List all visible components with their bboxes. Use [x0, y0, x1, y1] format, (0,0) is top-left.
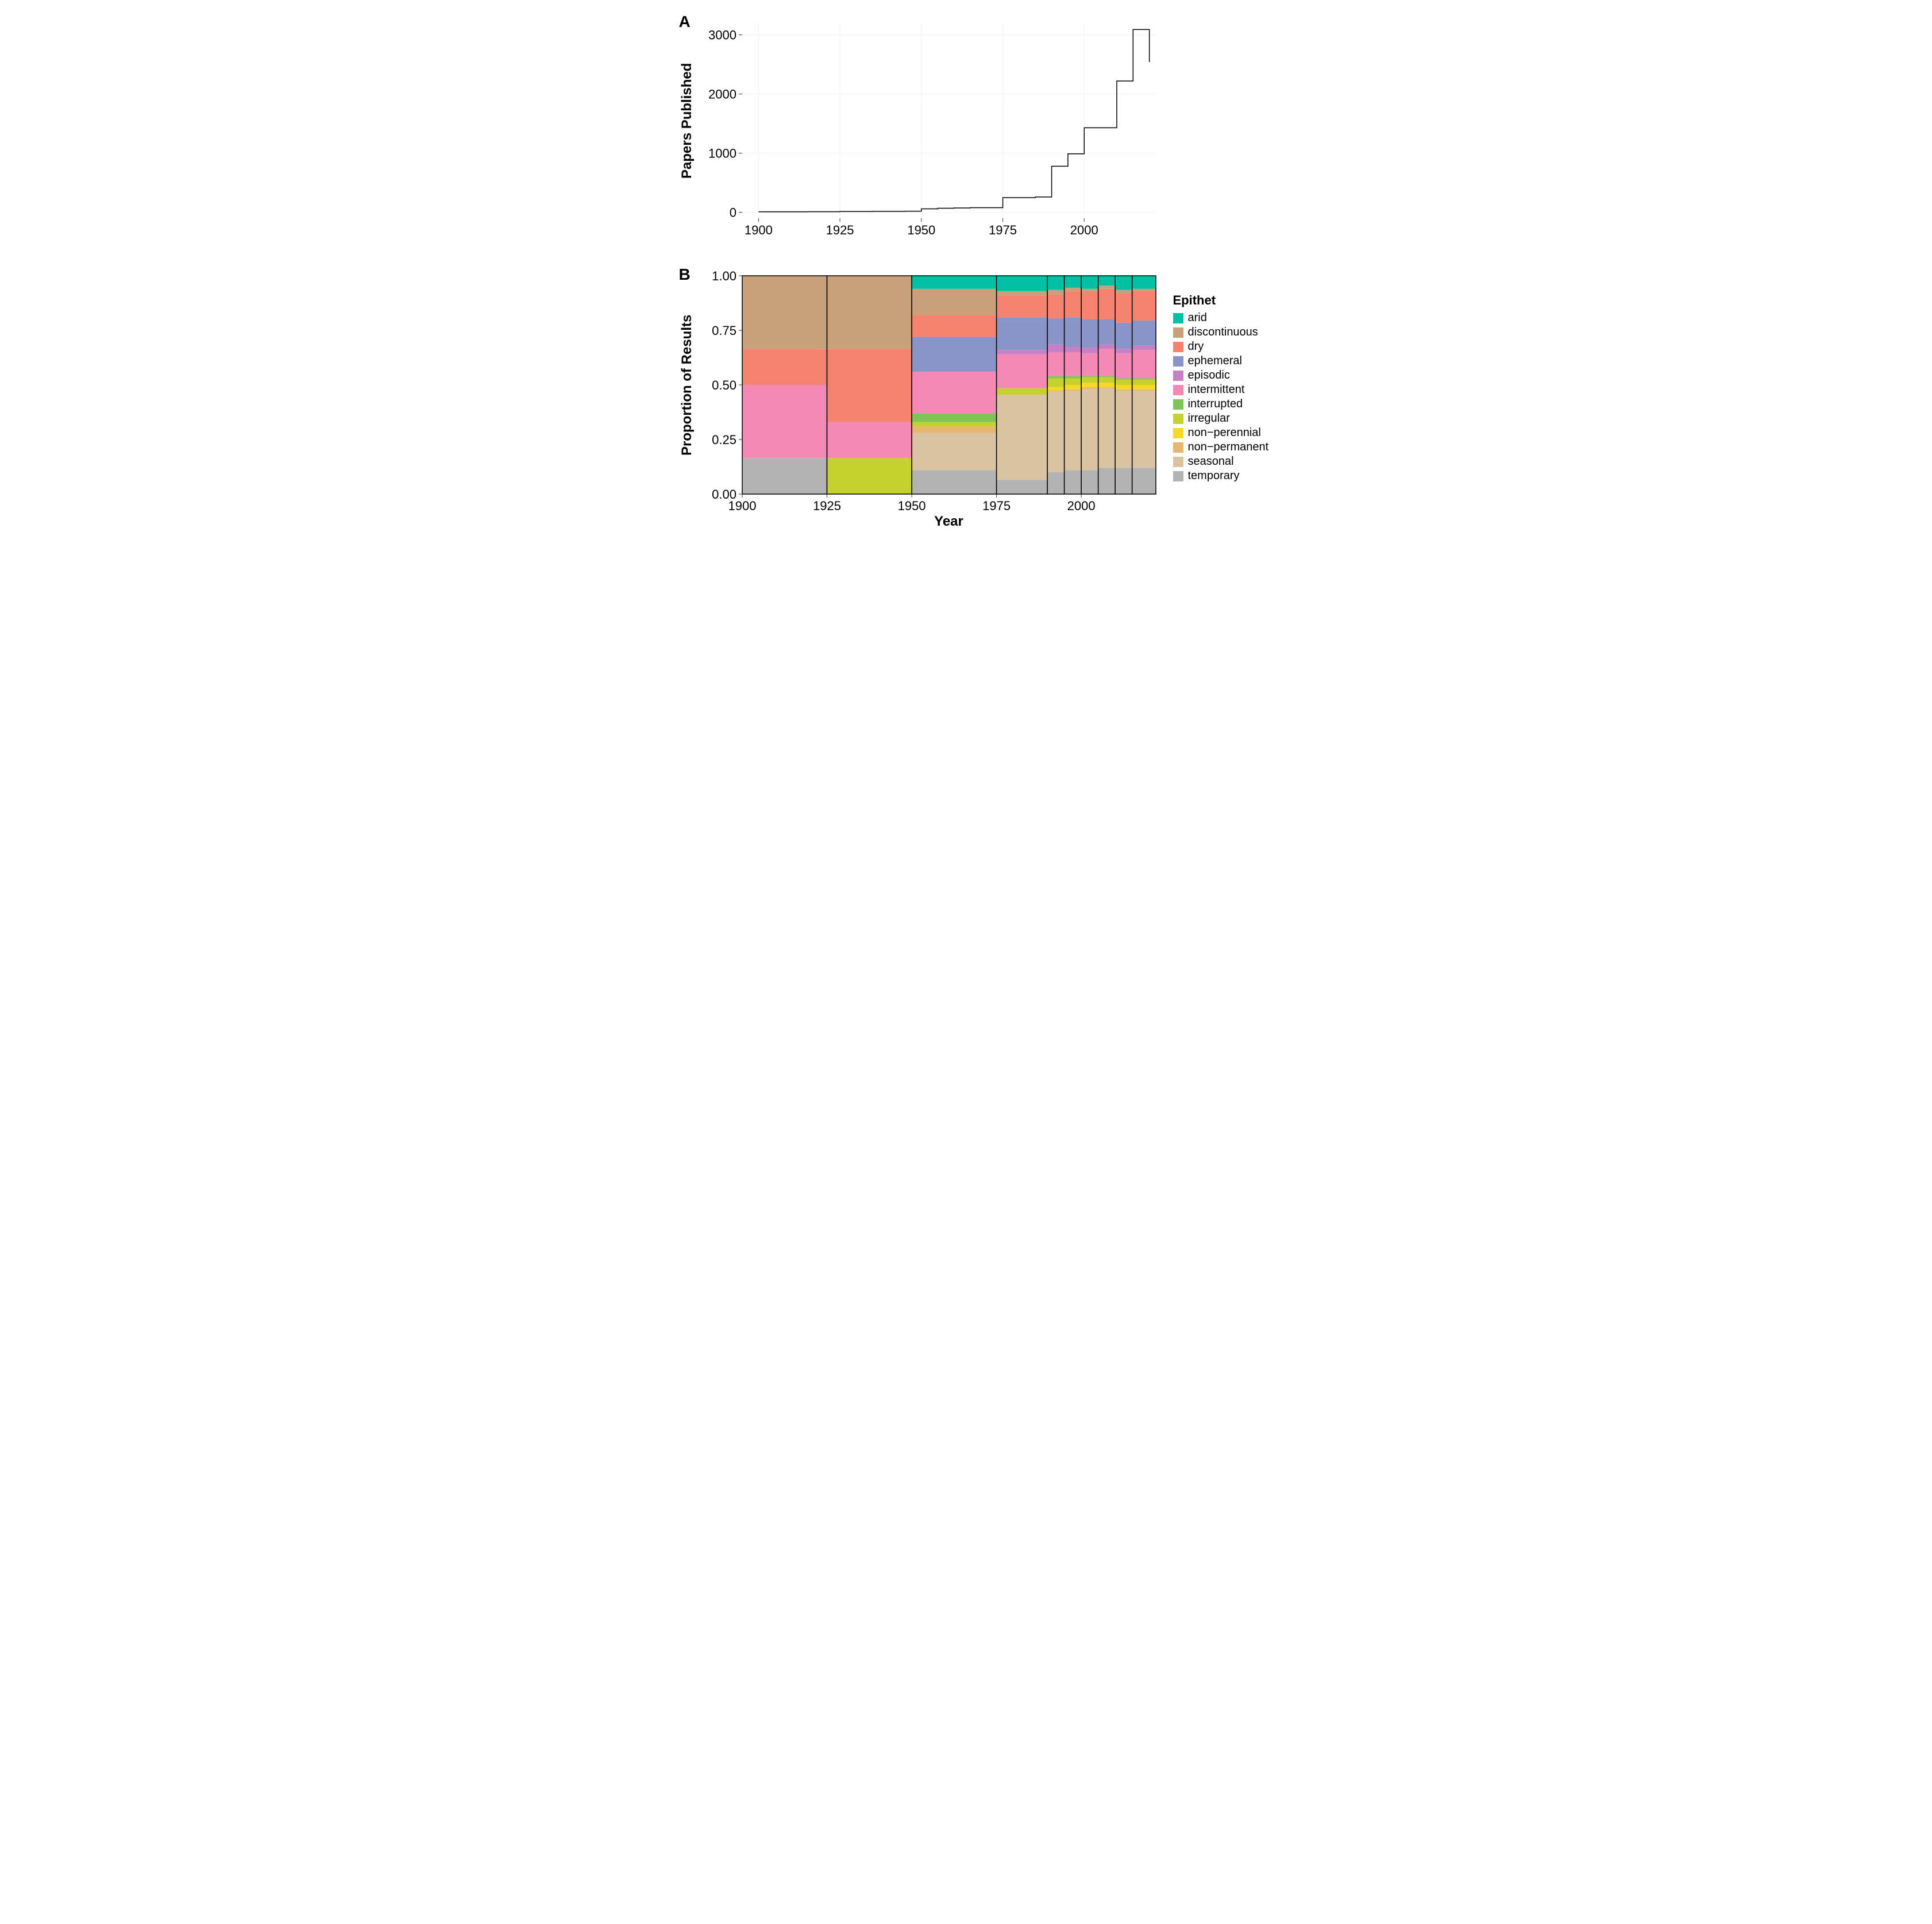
- legend-label: ephemeral: [1188, 354, 1243, 368]
- svg-text:2000: 2000: [1067, 499, 1095, 513]
- legend-label: seasonal: [1188, 455, 1234, 468]
- legend-swatch: [1173, 442, 1183, 453]
- legend-label: irregular: [1188, 412, 1230, 425]
- figure-root: A Papers Published 010002000300019001925…: [679, 17, 1254, 529]
- legend-swatch: [1173, 399, 1183, 410]
- svg-text:2000: 2000: [708, 87, 736, 102]
- svg-text:0.50: 0.50: [712, 378, 736, 392]
- legend-item-ephemeral: ephemeral: [1173, 354, 1269, 368]
- legend-item-temporary: temporary: [1173, 469, 1269, 483]
- panel-a-plot: 0 1000 2000 3000 1900 1925 1950 1975 2000: [679, 17, 1167, 247]
- legend-item-irregular: irregular: [1173, 412, 1269, 425]
- svg-text:0.75: 0.75: [712, 323, 736, 338]
- panel-a-label: A: [679, 13, 691, 31]
- legend-swatch: [1173, 356, 1183, 367]
- legend-item-dry: dry: [1173, 340, 1269, 353]
- legend-swatch: [1173, 471, 1183, 481]
- panel-b-legend: Epithet ariddiscontinuousdryephemeralepi…: [1173, 293, 1269, 484]
- legend-swatch: [1173, 313, 1183, 323]
- svg-text:1975: 1975: [989, 223, 1017, 237]
- legend-title: Epithet: [1173, 293, 1269, 308]
- svg-text:3000: 3000: [708, 28, 736, 43]
- legend-swatch: [1173, 457, 1183, 467]
- legend-label: episodic: [1188, 369, 1230, 382]
- panel-b: B Proportion of Results 0.000.250.500.75…: [679, 270, 1305, 529]
- svg-text:0.25: 0.25: [712, 433, 736, 447]
- legend-swatch: [1173, 371, 1183, 381]
- svg-text:1925: 1925: [826, 223, 854, 237]
- legend-item-seasonal: seasonal: [1173, 455, 1269, 468]
- svg-text:1000: 1000: [708, 146, 736, 161]
- panel-b-plot: 0.000.250.500.751.0019001925195019752000: [679, 270, 1167, 529]
- legend-item-non-permanent: non−permanent: [1173, 441, 1269, 454]
- svg-text:1925: 1925: [813, 499, 841, 513]
- legend-label: non−perennial: [1188, 426, 1261, 439]
- legend-item-discontinuous: discontinuous: [1173, 326, 1269, 339]
- legend-label: dry: [1188, 340, 1204, 353]
- legend-swatch: [1173, 342, 1183, 352]
- legend-swatch: [1173, 414, 1183, 424]
- legend-label: interrupted: [1188, 398, 1243, 411]
- legend-swatch: [1173, 327, 1183, 338]
- legend-swatch: [1173, 428, 1183, 438]
- legend-item-intermittent: intermittent: [1173, 383, 1269, 396]
- legend-label: non−permanent: [1188, 441, 1269, 454]
- legend-item-interrupted: interrupted: [1173, 398, 1269, 411]
- legend-label: intermittent: [1188, 383, 1245, 396]
- legend-item-episodic: episodic: [1173, 369, 1269, 382]
- svg-text:1950: 1950: [907, 223, 935, 237]
- svg-text:1900: 1900: [744, 223, 772, 237]
- panel-b-xlabel: Year: [742, 514, 1156, 530]
- legend-label: discontinuous: [1188, 326, 1258, 339]
- legend-swatch: [1173, 385, 1183, 395]
- svg-text:1900: 1900: [728, 499, 756, 513]
- legend-item-arid: arid: [1173, 311, 1269, 325]
- panel-b-label: B: [679, 265, 691, 284]
- svg-text:2000: 2000: [1070, 223, 1098, 237]
- panel-a: A Papers Published 010002000300019001925…: [679, 17, 1167, 247]
- svg-text:1975: 1975: [982, 499, 1011, 513]
- svg-text:0: 0: [729, 206, 736, 220]
- svg-text:1950: 1950: [897, 499, 925, 513]
- legend-label: arid: [1188, 311, 1207, 325]
- svg-text:1.00: 1.00: [712, 270, 736, 283]
- legend-label: temporary: [1188, 469, 1240, 483]
- legend-item-non-perennial: non−perennial: [1173, 426, 1269, 439]
